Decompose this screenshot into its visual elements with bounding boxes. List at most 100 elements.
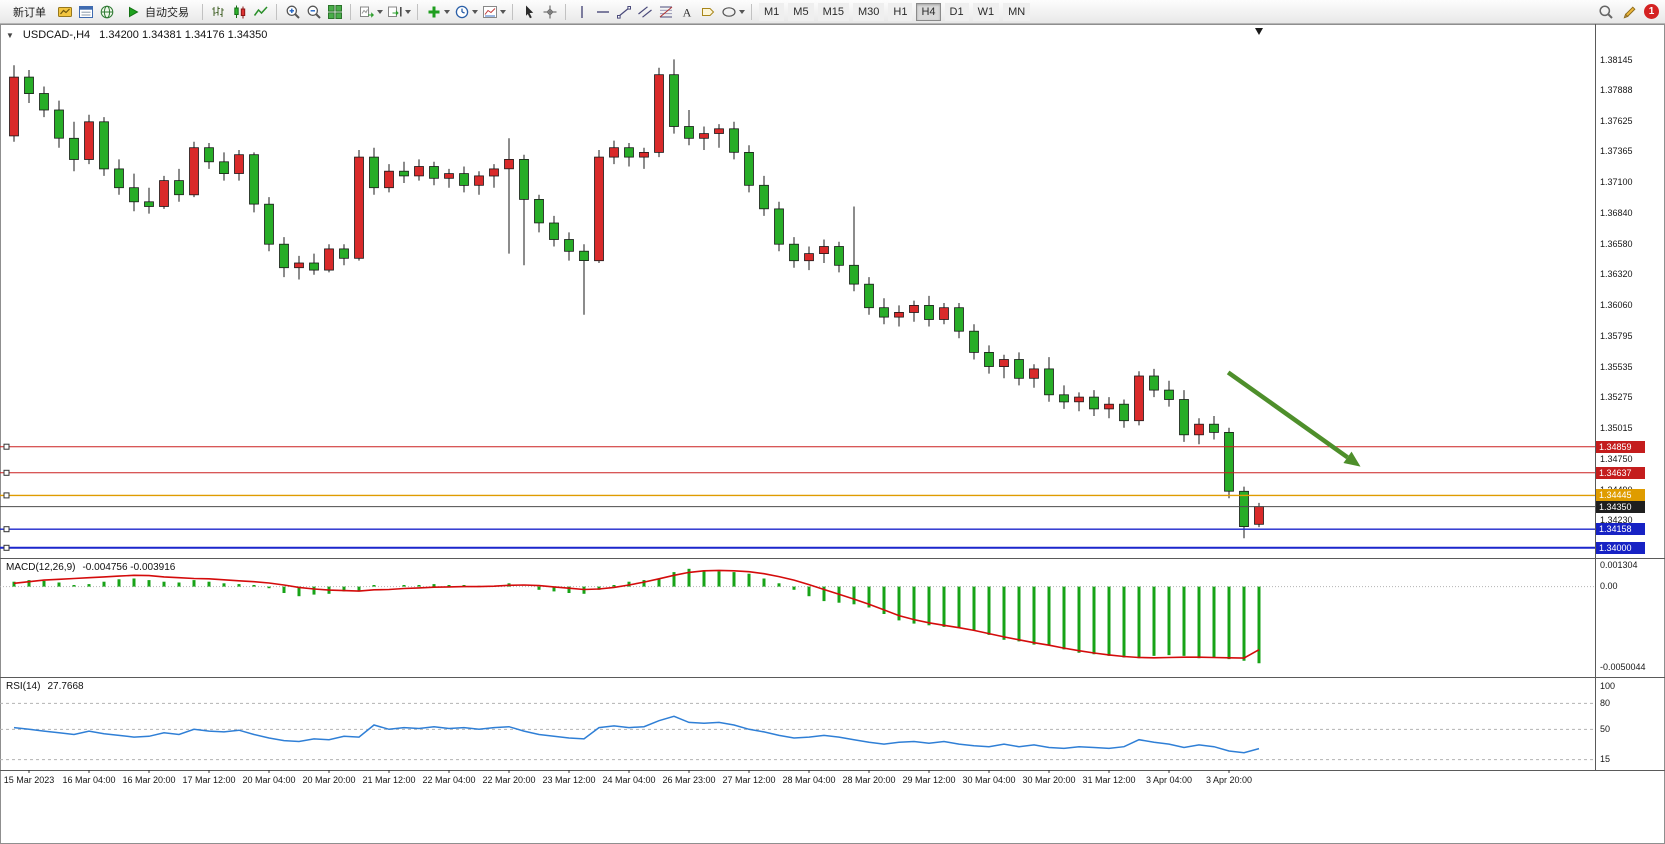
text-icon[interactable]: A [677, 2, 696, 22]
dropdown-caret-icon [500, 9, 506, 14]
macd-histogram [12, 568, 1261, 664]
price-axis-label: 1.35015 [1600, 422, 1633, 433]
vertical-line-icon[interactable] [572, 2, 591, 22]
price-axis-label: 1.34230 [1600, 515, 1633, 526]
trend-arrow[interactable] [1226, 370, 1361, 467]
time-axis-label: 20 Mar 20:00 [302, 775, 356, 785]
time-axis-label: 28 Mar 04:00 [782, 775, 836, 785]
crosshair-icon[interactable] [540, 2, 559, 22]
price-axis-label: 1.35795 [1600, 331, 1633, 342]
chart-title: ▼ USDCAD-,H4 1.34200 1.34381 1.34176 1.3… [6, 29, 267, 41]
timeframe-button-H4[interactable]: H4 [916, 2, 941, 21]
profiles-icon[interactable] [55, 2, 74, 22]
time-axis-label: 3 Apr 04:00 [1145, 775, 1193, 785]
price-axis-label: 1.36840 [1600, 208, 1633, 219]
auto-trading-button[interactable]: 自动交易 [118, 2, 196, 22]
price-axis-label: 1.37888 [1600, 84, 1633, 95]
time-axis-label: 21 Mar 12:00 [362, 775, 416, 785]
fibonacci-icon[interactable] [656, 2, 675, 22]
templates-icon[interactable] [480, 2, 499, 22]
cursor-icon[interactable] [519, 2, 538, 22]
rsi-name: RSI(14) [6, 681, 41, 692]
chart-symbol-period: USDCAD-,H4 [22, 29, 91, 41]
toolbar-separator [565, 3, 566, 20]
time-axis-label: 27 Mar 12:00 [722, 775, 776, 785]
auto-trading-button-play-icon[interactable] [125, 2, 141, 22]
macd-axis-label: 0.00 [1600, 581, 1618, 592]
rsi-axis-label: 15 [1600, 754, 1611, 765]
line-chart-icon[interactable] [251, 2, 270, 22]
rsi-axis-label: 100 [1600, 680, 1616, 691]
price-axis-label: 1.35275 [1600, 392, 1633, 403]
rsi-line [13, 715, 1260, 754]
price-badge: 1.34637 [1596, 466, 1645, 479]
horizontal-line-1.34000[interactable] [0, 544, 1595, 551]
label-icon[interactable] [698, 2, 717, 22]
horizontal-line-1.34158[interactable] [0, 526, 1595, 533]
time-axis-label: 22 Mar 20:00 [482, 775, 536, 785]
market-watch-icon[interactable] [76, 2, 95, 22]
timeframe-button-MN[interactable]: MN [1003, 2, 1031, 21]
chart-window: ▼ USDCAD-,H4 1.34200 1.34381 1.34176 1.3… [0, 24, 1665, 844]
time-axis-label: 28 Mar 20:00 [842, 775, 896, 785]
shapes-icon[interactable] [719, 2, 738, 22]
toolbar-right-group: 1 [1596, 2, 1659, 22]
edit-icon[interactable] [1620, 2, 1639, 22]
time-axis-label: 15 Mar 2023 [3, 775, 55, 785]
tile-windows-icon[interactable] [325, 2, 344, 22]
price-badge: 1.34158 [1596, 523, 1645, 536]
dropdown-caret-icon [739, 9, 745, 14]
time-axis-label: 30 Mar 20:00 [1022, 775, 1076, 785]
svg-text:A: A [682, 5, 691, 19]
auto-scroll-icon[interactable] [357, 2, 376, 22]
trendline-icon[interactable] [614, 2, 633, 22]
macd-name: MACD(12,26,9) [6, 562, 76, 573]
toolbar: 新订单 自动交易 A M1 M5 M15 M30 H1 H4 D1 W1 MN 1 [0, 0, 1665, 24]
price-axis-label: 1.36060 [1600, 299, 1633, 310]
macd-axis-label: 0.001304 [1600, 560, 1638, 571]
price-axis-label: 1.38145 [1600, 54, 1633, 65]
time-axis-label: 23 Mar 12:00 [542, 775, 596, 785]
price-axis-label: 1.37100 [1600, 177, 1633, 188]
toolbar-separator [276, 3, 277, 20]
price-axis-label: 1.37365 [1600, 146, 1633, 157]
macd-signal-line [13, 569, 1260, 659]
rsi-axis-label: 50 [1600, 723, 1611, 734]
timeframe-button-W1[interactable]: W1 [972, 2, 1000, 21]
time-axis-label: 17 Mar 12:00 [182, 775, 236, 785]
time-axis-label: 20 Mar 04:00 [242, 775, 296, 785]
zoom-in-icon[interactable] [283, 2, 302, 22]
channel-icon[interactable] [635, 2, 654, 22]
rsi-axis-label: 80 [1600, 697, 1611, 708]
timeframe-button-H1[interactable]: H1 [888, 2, 913, 21]
chart-shift-icon[interactable] [385, 2, 404, 22]
timeframe-button-M1[interactable]: M1 [759, 2, 785, 21]
chart-canvas[interactable] [0, 24, 1665, 844]
one-click-trading-toggle[interactable]: ▼ [6, 30, 14, 40]
price-badge: 1.34445 [1596, 489, 1645, 502]
navigator-icon[interactable] [97, 2, 116, 22]
rsi-value: 27.7668 [47, 681, 84, 692]
timeframe-button-D1[interactable]: D1 [944, 2, 969, 21]
time-axis-label: 29 Mar 12:00 [902, 775, 956, 785]
notifications-badge[interactable]: 1 [1644, 4, 1659, 19]
price-axis-label: 1.35535 [1600, 361, 1633, 372]
timeframe-button-M5[interactable]: M5 [788, 2, 814, 21]
price-axis-label: 1.34750 [1600, 454, 1633, 464]
horizontal-line-1.34637[interactable] [0, 469, 1595, 476]
timeframe-button-M15[interactable]: M15 [817, 2, 849, 21]
time-axis-label: 22 Mar 04:00 [422, 775, 476, 785]
zoom-out-icon[interactable] [304, 2, 323, 22]
bar-chart-icon[interactable] [209, 2, 228, 22]
indicators-icon[interactable] [424, 2, 443, 22]
horizontal-line-icon[interactable] [593, 2, 612, 22]
horizontal-line-1.34445[interactable] [0, 492, 1595, 499]
candlestick-chart-icon[interactable] [230, 2, 249, 22]
new-order-button[interactable]: 新订单 [6, 2, 53, 22]
timeframe-button-M30[interactable]: M30 [852, 2, 885, 21]
toolbar-separator [202, 3, 203, 20]
toolbar-separator [417, 3, 418, 20]
search-icon[interactable] [1596, 2, 1615, 22]
periods-icon[interactable] [452, 2, 471, 22]
price-badge: 1.34859 [1596, 440, 1645, 453]
